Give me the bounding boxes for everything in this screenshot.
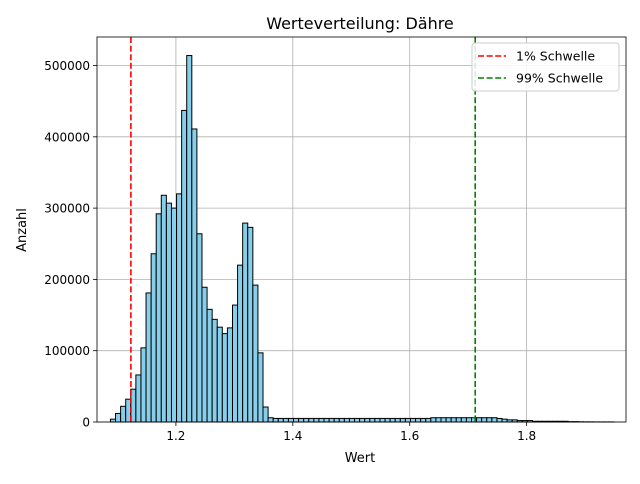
histogram-bar xyxy=(212,319,217,422)
histogram-bar xyxy=(268,418,273,422)
histogram-bar xyxy=(222,334,227,422)
histogram-bar xyxy=(238,265,243,422)
histogram-bar xyxy=(344,418,349,422)
histogram-bar xyxy=(416,418,421,422)
histogram-bar xyxy=(171,208,176,422)
histogram-bar xyxy=(141,348,146,422)
histogram-bar xyxy=(121,406,126,422)
y-tick-label: 100000 xyxy=(44,344,90,358)
legend: 1% Schwelle 99% Schwelle xyxy=(472,43,619,91)
histogram-bar xyxy=(161,195,166,422)
histogram-bar xyxy=(177,194,182,422)
histogram-bar xyxy=(187,56,192,422)
histogram-bar xyxy=(456,418,461,422)
histogram-bar xyxy=(365,418,370,422)
histogram-bar xyxy=(294,418,299,422)
histogram-bar xyxy=(390,418,395,422)
histogram-bar xyxy=(217,327,222,422)
histogram-bar xyxy=(502,419,507,422)
histogram-bar xyxy=(263,407,268,422)
histogram-bar xyxy=(446,418,451,422)
histogram-bar xyxy=(477,418,482,422)
histogram-bar xyxy=(273,418,278,422)
histogram-bar xyxy=(421,418,426,422)
histogram-bar xyxy=(248,227,253,422)
histogram-bar xyxy=(258,353,263,422)
histogram-bar xyxy=(166,203,171,422)
histogram-bar xyxy=(304,418,309,422)
histogram-bar xyxy=(253,285,258,422)
histogram-bar xyxy=(110,419,115,422)
histogram-bar xyxy=(299,418,304,422)
histogram-bar xyxy=(278,418,283,422)
histogram-bar xyxy=(309,418,314,422)
histogram-bar xyxy=(349,418,354,422)
histogram-bar xyxy=(126,399,131,422)
histogram-bar xyxy=(182,110,187,422)
legend-label: 99% Schwelle xyxy=(516,71,603,86)
histogram-bar xyxy=(487,418,492,422)
histogram-bar xyxy=(339,418,344,422)
x-axis-label: Wert xyxy=(345,451,376,466)
histogram-bar xyxy=(319,418,324,422)
x-tick-label: 1.2 xyxy=(166,429,185,443)
histogram-bar xyxy=(461,418,466,422)
histogram-bar xyxy=(136,375,141,422)
histogram-bar xyxy=(497,418,502,422)
histogram-bar xyxy=(370,418,375,422)
histogram-bar xyxy=(288,418,293,422)
histogram-bar xyxy=(482,418,487,422)
histogram-bar xyxy=(405,418,410,422)
histogram-bar xyxy=(466,418,471,422)
histogram-bar xyxy=(375,418,380,422)
histogram-bar xyxy=(410,418,415,422)
y-tick-label: 200000 xyxy=(44,273,90,287)
histogram-bar xyxy=(314,418,319,422)
histogram-bar xyxy=(156,214,161,422)
y-tick-label: 300000 xyxy=(44,202,90,216)
histogram-bar xyxy=(329,418,334,422)
histogram-bar xyxy=(227,328,232,422)
histogram-bar xyxy=(400,418,405,422)
legend-label: 1% Schwelle xyxy=(516,49,595,64)
histogram-bar xyxy=(243,223,248,422)
histogram-bar xyxy=(441,418,446,422)
histogram-bar xyxy=(232,305,237,422)
histogram-bar xyxy=(431,418,436,422)
histogram-bar xyxy=(324,418,329,422)
chart-title: Werteverteilung: Dähre xyxy=(266,14,454,33)
y-axis-label: Anzahl xyxy=(15,208,30,252)
histogram-bar xyxy=(116,413,121,422)
histogram-bar xyxy=(202,287,207,422)
histogram-bar xyxy=(360,418,365,422)
histogram-bar xyxy=(192,129,197,422)
histogram-bar xyxy=(426,418,431,422)
histogram-bar xyxy=(380,418,385,422)
histogram-bar xyxy=(395,418,400,422)
x-tick-label: 1.6 xyxy=(400,429,419,443)
histogram-bar xyxy=(146,293,151,422)
histogram-bar xyxy=(197,234,202,422)
histogram-bar xyxy=(385,418,390,422)
histogram-bar xyxy=(334,418,339,422)
histogram-bar xyxy=(207,309,212,422)
x-tick-label: 1.4 xyxy=(283,429,302,443)
y-tick-label: 400000 xyxy=(44,130,90,144)
histogram-bar xyxy=(151,254,156,422)
y-tick-label: 0 xyxy=(82,416,90,430)
histogram-bar xyxy=(283,418,288,422)
histogram-bar xyxy=(436,418,441,422)
y-tick-label: 500000 xyxy=(44,59,90,73)
x-tick-label: 1.8 xyxy=(517,429,536,443)
histogram-bar xyxy=(355,418,360,422)
histogram-bar xyxy=(492,418,497,422)
histogram-bar xyxy=(451,418,456,422)
